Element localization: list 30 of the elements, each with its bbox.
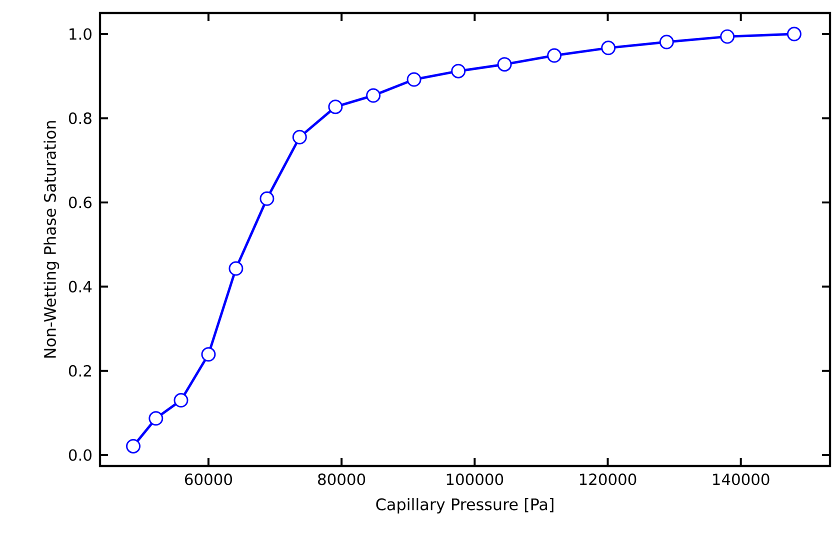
point — [497, 57, 512, 72]
point — [547, 48, 562, 63]
point — [451, 64, 466, 78]
y-tick-label: 0.8 — [68, 112, 92, 124]
point — [601, 40, 616, 56]
point — [328, 100, 343, 114]
point — [126, 438, 141, 454]
point — [786, 26, 802, 42]
point — [406, 72, 422, 87]
y-tick-label: 0.0 — [68, 449, 92, 461]
point — [659, 34, 674, 50]
y-tick-label: 0.2 — [68, 365, 91, 377]
x-tick-label: 100000 — [446, 474, 504, 486]
x-axis-title: Capillary Pressure [Pa] — [376, 498, 554, 514]
y-tick-label: 1.0 — [70, 28, 92, 40]
point — [228, 261, 244, 276]
x-tick-label: 140000 — [713, 474, 770, 486]
x-tick-label: 60000 — [184, 474, 232, 486]
point — [260, 191, 274, 206]
point — [292, 130, 307, 144]
y-tick-label: 0.6 — [68, 196, 92, 208]
point — [366, 88, 381, 103]
point — [148, 411, 164, 426]
y-axis-title: Non-Wetting Phase Saturation — [44, 121, 60, 358]
x-tick-label: 80000 — [318, 474, 366, 486]
point — [174, 393, 188, 408]
point — [720, 29, 735, 44]
y-tick-label: 0.4 — [68, 280, 92, 292]
x-tick-label: 120000 — [580, 474, 636, 486]
point — [201, 347, 216, 362]
